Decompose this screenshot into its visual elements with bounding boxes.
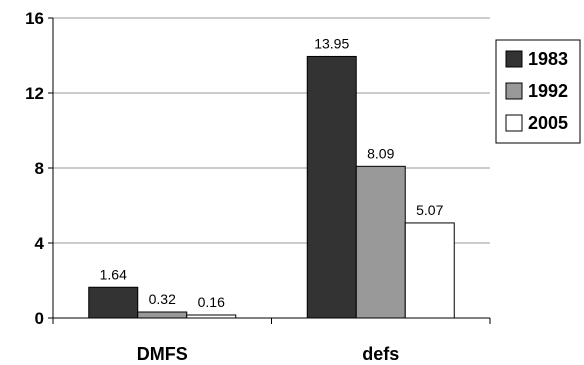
bar-2005-DMFS <box>186 314 237 319</box>
y-ticks: 0 4 8 12 16 <box>25 9 44 328</box>
legend-swatch-1992 <box>505 82 523 100</box>
legend-swatch-1983 <box>505 50 523 68</box>
bar-2005-defs <box>404 222 455 319</box>
y-tick-label: 8 <box>35 159 44 178</box>
bar-1992-DMFS <box>137 311 188 319</box>
data-label: 13.95 <box>314 35 349 51</box>
data-label: 0.32 <box>149 291 176 307</box>
x-category-label: DMFS <box>137 344 188 364</box>
y-tick-label: 16 <box>25 9 44 28</box>
legend-label: 1983 <box>528 49 568 69</box>
y-tick-label: 4 <box>35 234 45 253</box>
x-categories: DMFS defs <box>137 344 400 364</box>
bar-1992-defs <box>355 165 406 319</box>
data-label: 1.64 <box>100 266 127 282</box>
bar-1983-DMFS <box>88 286 139 319</box>
legend: 1983 1992 2005 <box>495 39 581 144</box>
data-label: 0.16 <box>198 294 225 310</box>
legend-swatch-2005 <box>505 114 523 132</box>
data-label: 8.09 <box>367 145 394 161</box>
x-category-label: defs <box>362 344 399 364</box>
legend-label: 1992 <box>528 81 568 101</box>
bars <box>88 55 455 319</box>
y-tick-label: 0 <box>35 309 44 328</box>
data-labels: 1.64 0.32 0.16 13.95 8.09 5.07 <box>100 35 444 310</box>
data-label: 5.07 <box>416 202 443 218</box>
y-tick-label: 12 <box>25 84 44 103</box>
legend-label: 2005 <box>528 113 568 133</box>
bar-1983-defs <box>306 55 357 319</box>
